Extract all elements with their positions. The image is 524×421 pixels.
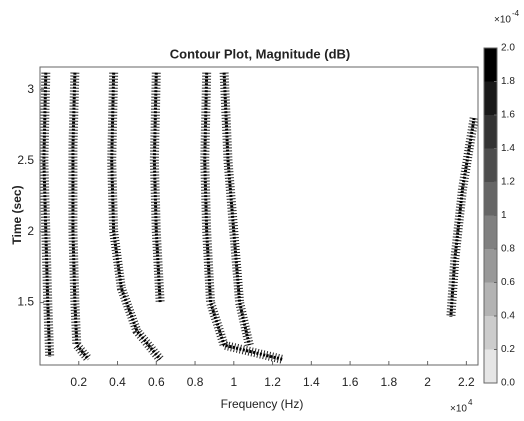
colorbar-band	[484, 316, 497, 350]
colorbar-frame	[483, 47, 498, 384]
plot-frame	[39, 66, 479, 366]
x-exponent: 4	[468, 398, 473, 407]
contour-ridge	[149, 72, 165, 303]
x-tick-label: 2	[424, 375, 431, 389]
x-tick-label: 1.6	[342, 375, 359, 389]
x-axis-label: Frequency (Hz)	[221, 397, 304, 411]
y-tick-label: 1.5	[17, 295, 34, 309]
colorbar-tick-label: 1.2	[501, 177, 515, 188]
colorbar-tick-label: 1	[501, 210, 507, 221]
contour-ridge-core	[222, 72, 251, 346]
colorbar-band	[484, 349, 497, 383]
x-multiplier: ×10	[450, 404, 467, 415]
x-tick-label: 2.2	[458, 375, 475, 389]
colorbar-tick-label: 0.4	[501, 311, 515, 322]
colorbar-tick-label: 2.0	[501, 43, 515, 54]
colorbar-band	[484, 81, 497, 115]
x-tick-label: 0.8	[187, 375, 204, 389]
colorbar-tick-label: 1.8	[501, 76, 515, 87]
colorbar-tick-label: 1.4	[501, 143, 515, 154]
y-tick-label: 2	[27, 224, 34, 238]
colorbar-band	[484, 215, 497, 249]
colorbar-tick-label: 0.0	[501, 378, 515, 389]
colorbar-band	[484, 249, 497, 283]
colorbar-band	[484, 115, 497, 149]
x-tick-label: 0.6	[148, 375, 165, 389]
y-axis-label: Time (sec)	[10, 185, 24, 244]
contour-ridge	[68, 72, 92, 363]
colorbar-band	[484, 282, 497, 316]
contour-ridge-core	[449, 117, 476, 317]
contour-ridge-core	[71, 72, 90, 361]
contour-ridge-core	[110, 72, 162, 361]
colorbar-band	[484, 182, 497, 216]
contour-ridge-core	[42, 72, 52, 357]
y-tick-label: 3	[27, 82, 34, 96]
colorbar-multiplier: ×10	[494, 15, 511, 26]
colorbar-tick-label: 0.6	[501, 277, 515, 288]
x-tick-label: 0.2	[70, 375, 87, 389]
colorbar-band	[484, 48, 497, 82]
colorbar-tick-label: 0.2	[501, 344, 515, 355]
contour-ridge	[107, 72, 164, 363]
colorbar-tick-label: 1.6	[501, 110, 515, 121]
x-tick-label: 0.4	[109, 375, 126, 389]
x-tick-label: 1.8	[381, 375, 398, 389]
contour-ridge	[200, 72, 284, 364]
contour-ridge-core	[152, 72, 162, 303]
y-tick-label: 2.5	[17, 153, 34, 167]
colorbar-exponent: -4	[512, 9, 520, 18]
x-tick-label: 1	[230, 375, 237, 389]
colorbar-band	[484, 148, 497, 182]
x-tick-label: 1.4	[303, 375, 320, 389]
chart-title: Contour Plot, Magnitude (dB)	[170, 46, 351, 61]
contour-ridge	[219, 72, 254, 347]
colorbar-tick-label: 0.8	[501, 244, 515, 255]
x-tick-label: 1.2	[264, 375, 281, 389]
contour-ridge-core	[203, 72, 283, 361]
